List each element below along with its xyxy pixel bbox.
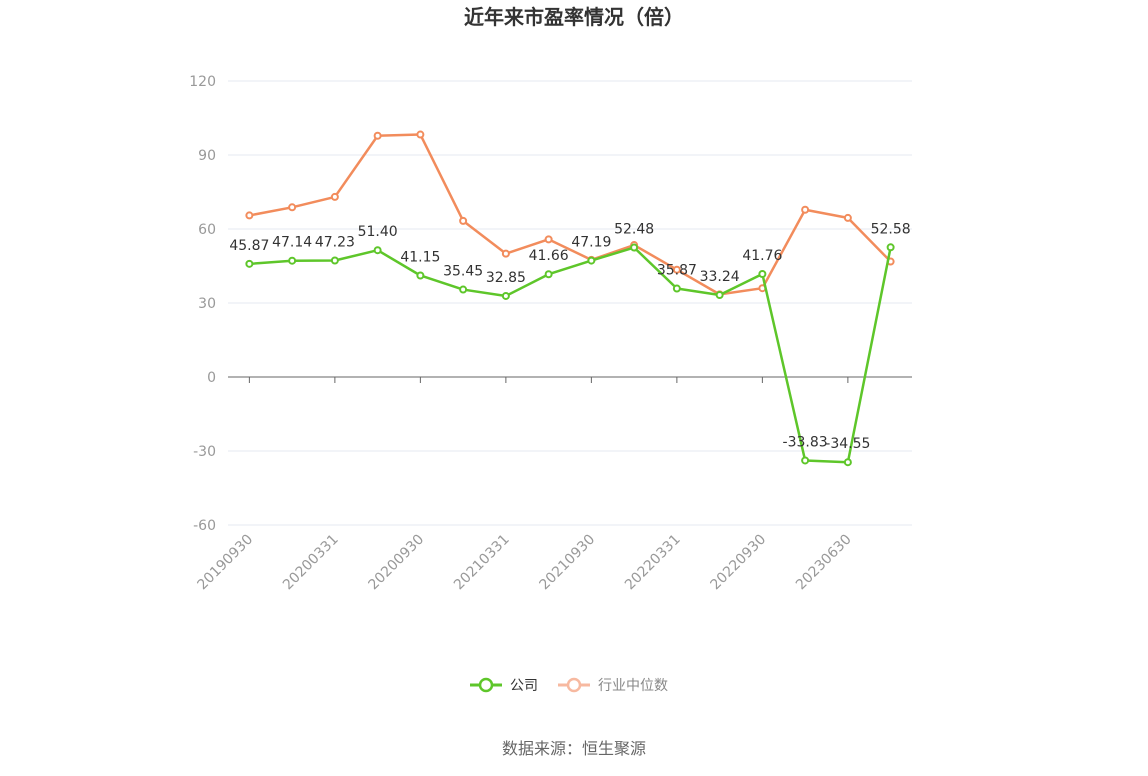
industry-median-point	[459, 216, 468, 225]
industry-median-point	[288, 203, 297, 212]
industry-median-point	[416, 130, 425, 139]
legend-marker-industry-median	[566, 677, 582, 693]
company-data-label: 41.66	[529, 248, 569, 264]
industry-median-point	[330, 192, 339, 201]
industry-median-point	[544, 235, 553, 244]
industry-median-point	[672, 265, 681, 274]
company-data-label: 45.87	[229, 238, 269, 254]
chart-title: 近年来市盈率情况（倍）	[464, 5, 684, 29]
company-point	[672, 284, 681, 293]
company-point	[373, 246, 382, 255]
legend-item-industry-median[interactable]: 行业中位数	[558, 677, 668, 694]
company-point	[288, 256, 297, 265]
industry-median-point	[373, 131, 382, 140]
x-tick-label: 20220930	[707, 532, 769, 594]
legend-marker-company	[478, 677, 494, 693]
x-tick-label: 20210331	[451, 532, 513, 594]
company-point	[715, 291, 724, 300]
company-data-label: 52.58	[871, 221, 911, 237]
company-point	[459, 285, 468, 294]
legend-item-company[interactable]: 公司	[470, 677, 538, 694]
company-data-label: 35.45	[443, 264, 483, 280]
company-point	[758, 269, 767, 278]
legend: 公司 行业中位数	[470, 677, 668, 694]
industry-median-point	[801, 205, 810, 214]
industry-median-point	[245, 211, 254, 220]
company-point	[886, 243, 895, 252]
legend-label-industry-median: 行业中位数	[598, 678, 668, 694]
company-data-label: 47.14	[272, 235, 312, 251]
y-tick-label: 120	[189, 74, 216, 90]
series-layer	[245, 130, 895, 467]
company-data-label: 32.85	[486, 270, 526, 286]
company-data-label: 47.23	[315, 234, 355, 250]
y-tick-label: -60	[193, 518, 216, 534]
y-tick-label: -30	[193, 444, 216, 460]
company-data-label: 47.19	[571, 235, 611, 251]
y-tick-label: 60	[198, 222, 216, 238]
company-point	[245, 259, 254, 268]
company-point	[416, 271, 425, 280]
legend-label-company: 公司	[510, 678, 538, 694]
company-point	[501, 291, 510, 300]
company-data-label: 51.40	[358, 224, 398, 240]
company-point	[330, 256, 339, 265]
x-tick-label: 20190930	[194, 532, 256, 594]
company-data-label: 35.87	[657, 263, 697, 279]
company-series-line	[249, 246, 892, 464]
company-data-label: 33.24	[700, 269, 740, 285]
company-point	[843, 458, 852, 467]
company-point	[587, 256, 596, 265]
x-tick-label: 20200930	[365, 532, 427, 594]
company-point	[544, 270, 553, 279]
company-point	[630, 243, 639, 252]
company-point	[801, 456, 810, 465]
grid	[228, 80, 912, 526]
x-tick-label: 20210930	[536, 532, 598, 594]
company-data-label: -33.83	[783, 434, 828, 450]
y-tick-label: 30	[198, 296, 216, 312]
y-tick-label: 90	[198, 148, 216, 164]
x-tick-label: 20200331	[280, 532, 342, 594]
x-tick-label: 20220331	[622, 532, 684, 594]
company-data-label: -34.55	[825, 436, 870, 452]
company-data-label: 41.76	[742, 248, 782, 264]
company-data-label: 41.15	[400, 249, 440, 265]
x-axis: 20190930 20200331 20200930 20210331 20210930…	[194, 376, 912, 594]
company-data-label: 52.48	[614, 222, 654, 238]
x-tick-label: 20230630	[793, 532, 855, 594]
industry-median-point	[501, 249, 510, 258]
y-axis: 120 90 60 30 0 -30 -60	[189, 74, 216, 534]
y-tick-label: 0	[207, 370, 216, 386]
industry-median-point	[843, 213, 852, 222]
source-note: 数据来源：恒生聚源	[502, 739, 646, 758]
industry-median-series-line	[249, 133, 892, 296]
